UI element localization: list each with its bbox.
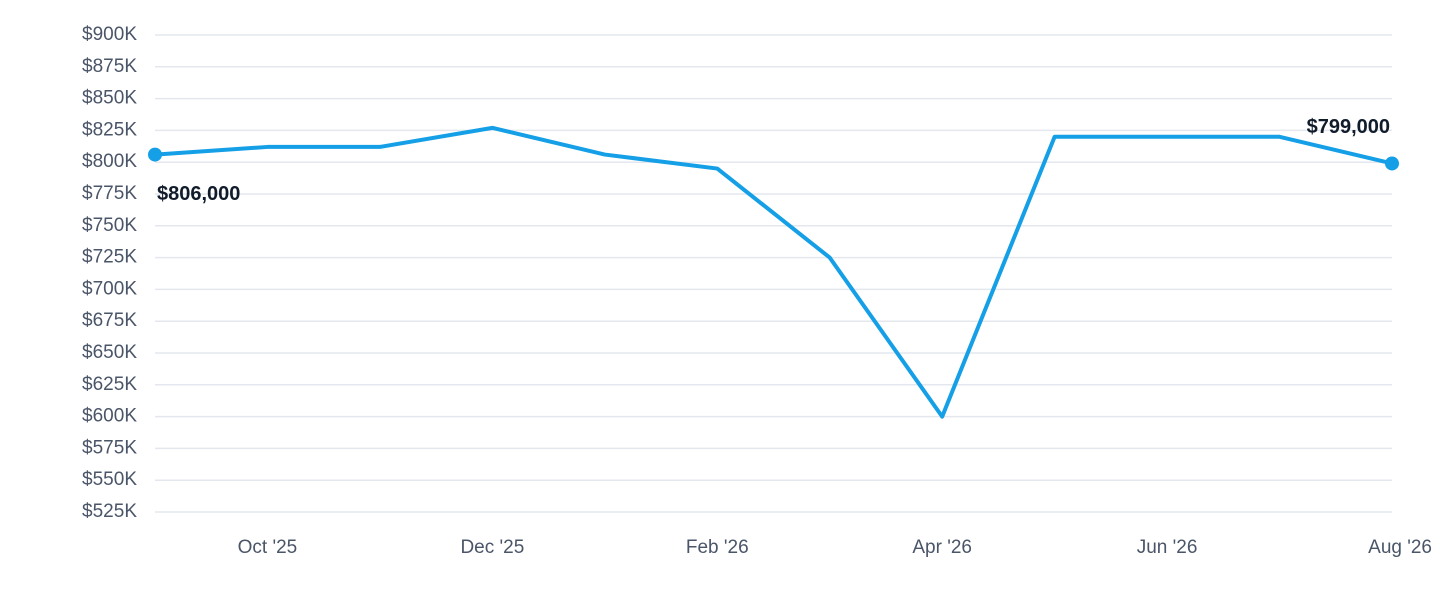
x-tick-label: Feb '26 bbox=[686, 537, 749, 558]
y-tick-label: $900K bbox=[82, 24, 137, 45]
x-tick-label: Dec '25 bbox=[460, 537, 524, 558]
y-tick-label: $675K bbox=[82, 310, 137, 331]
y-tick-label: $850K bbox=[82, 88, 137, 109]
line bbox=[154, 125, 1393, 419]
value-label: $799,000 bbox=[1307, 116, 1390, 138]
x-tick-label: Apr '26 bbox=[912, 537, 972, 558]
x-tick-label: Aug '26 bbox=[1368, 537, 1432, 558]
y-tick-label: $525K bbox=[82, 501, 137, 522]
x-tick-label: Oct '25 bbox=[238, 537, 298, 558]
y-tick-label: $575K bbox=[82, 437, 137, 458]
y-tick-label: $650K bbox=[82, 342, 137, 363]
value-label: $806,000 bbox=[157, 183, 240, 205]
y-tick-label: $725K bbox=[82, 247, 137, 268]
y-tick-label: $875K bbox=[82, 56, 137, 77]
y-tick-label: $625K bbox=[82, 374, 137, 395]
y-tick-label: $775K bbox=[82, 183, 137, 204]
y-tick-label: $800K bbox=[82, 151, 137, 172]
y-tick-label: $550K bbox=[82, 469, 137, 490]
x-tick-label: Jun '26 bbox=[1137, 537, 1198, 558]
y-tick-label: $750K bbox=[82, 215, 137, 236]
point bbox=[148, 147, 162, 162]
point bbox=[1385, 156, 1399, 171]
y-tick-label: $600K bbox=[82, 406, 137, 427]
y-tick-label: $700K bbox=[82, 278, 137, 299]
y-tick-label: $825K bbox=[82, 119, 137, 140]
